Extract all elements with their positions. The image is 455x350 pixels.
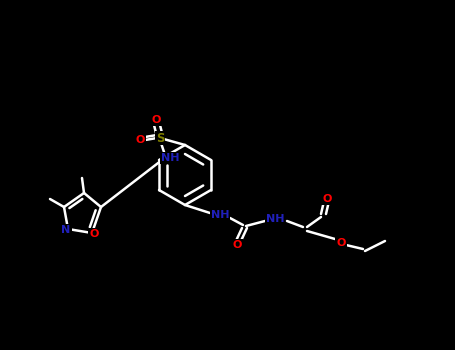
Text: O: O	[135, 135, 145, 145]
Text: NH: NH	[161, 153, 179, 163]
Text: NH: NH	[266, 214, 284, 224]
Text: O: O	[152, 115, 161, 125]
Text: NH: NH	[211, 210, 229, 220]
Text: O: O	[233, 240, 242, 250]
Text: N: N	[61, 225, 71, 235]
Text: S: S	[156, 132, 164, 145]
Text: O: O	[89, 229, 99, 239]
Text: O: O	[336, 238, 346, 248]
Text: O: O	[322, 194, 332, 204]
